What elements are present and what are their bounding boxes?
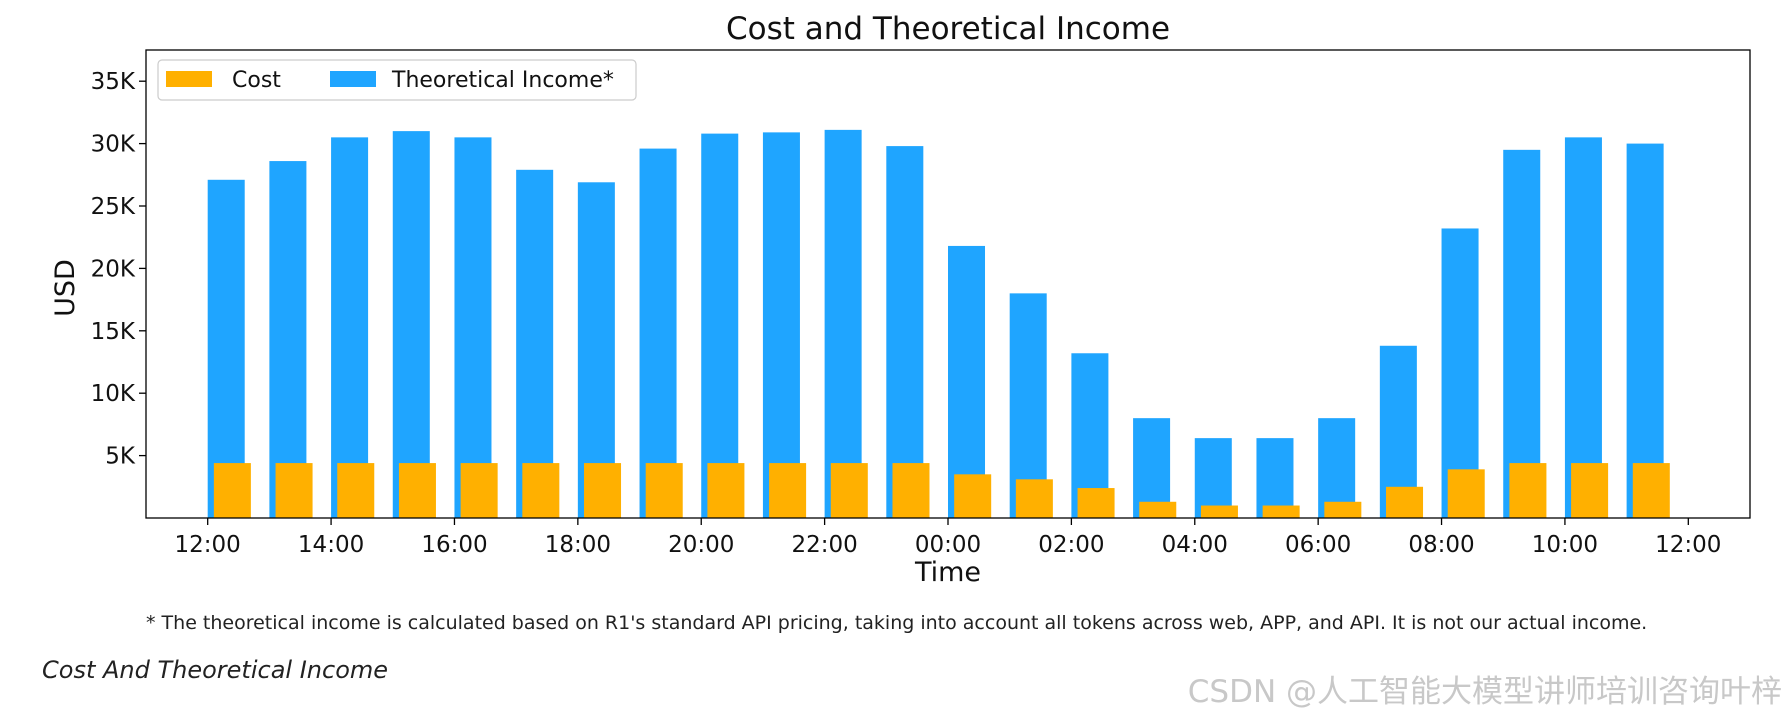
cost-bar	[1262, 505, 1300, 518]
cost-bar	[830, 463, 868, 518]
income-bar	[701, 133, 739, 518]
legend-frame	[157, 59, 637, 101]
cost-bar	[275, 463, 313, 518]
cost-bar	[1386, 486, 1424, 518]
income-bar	[516, 169, 554, 519]
x-tick-label: 18:00	[545, 532, 611, 558]
income-bar	[762, 132, 800, 519]
income-bar	[1626, 143, 1664, 518]
legend-swatch-cost	[166, 71, 212, 87]
cost-bar	[1139, 501, 1177, 518]
x-tick-label: 10:00	[1532, 532, 1598, 558]
income-bar	[269, 161, 307, 518]
cost-bar	[707, 463, 745, 518]
income-bar	[1503, 149, 1541, 518]
legend-swatch-income	[330, 71, 376, 87]
income-bar	[824, 129, 862, 518]
y-ticks-group: 5K 10K 15K 20K 25K 30K 35K	[91, 69, 146, 470]
y-tick-label: 15K	[91, 319, 136, 345]
legend: Cost Theoretical Income*	[157, 59, 637, 101]
cost-bar	[1447, 469, 1485, 518]
cost-bar	[522, 463, 560, 518]
income-bar	[1133, 418, 1171, 518]
y-tick-label: 30K	[91, 132, 136, 158]
cost-bar	[213, 463, 251, 518]
x-tick-label: 00:00	[915, 532, 981, 558]
figure-caption: Cost And Theoretical Income	[42, 656, 389, 684]
legend-label-cost: Cost	[232, 68, 281, 93]
x-tick-label: 06:00	[1285, 532, 1351, 558]
income-bar	[454, 137, 492, 519]
income-bar	[1256, 438, 1294, 518]
cost-bar	[1509, 463, 1547, 518]
plot-frame	[145, 49, 1751, 519]
income-bar	[331, 137, 369, 519]
y-tick-label: 5K	[105, 444, 136, 470]
income-bar	[1194, 438, 1232, 518]
y-tick-label: 20K	[91, 256, 136, 282]
x-tick-label: 12:00	[1655, 532, 1721, 558]
income-bar	[886, 146, 924, 518]
cost-bar	[1077, 488, 1115, 518]
income-bar	[639, 148, 677, 519]
y-tick-label: 35K	[91, 69, 136, 95]
cost-bar	[769, 463, 807, 518]
bars-group	[207, 129, 1670, 519]
income-bar	[1564, 137, 1602, 519]
x-tick-label: 08:00	[1408, 532, 1474, 558]
cost-bar	[645, 463, 683, 518]
x-tick-label: 16:00	[421, 532, 487, 558]
y-tick-label: 10K	[91, 381, 136, 407]
cost-bar	[954, 474, 992, 518]
cost-bar	[1015, 479, 1053, 518]
income-bar	[207, 179, 245, 519]
income-bar	[577, 182, 615, 518]
x-tick-label: 04:00	[1162, 532, 1228, 558]
x-tick-label: 20:00	[668, 532, 734, 558]
x-ticks-group: 12:00 14:00 16:00 18:00 20:00 22:00 00:00 02:00…	[175, 518, 1721, 558]
cost-bar	[398, 463, 436, 518]
cost-bar	[584, 463, 622, 518]
footnote: * The theoretical income is calculated b…	[146, 612, 1648, 634]
y-axis-label: USD	[50, 259, 81, 317]
x-tick-label: 14:00	[298, 532, 364, 558]
income-bar	[1318, 418, 1356, 518]
cost-bar	[1571, 463, 1609, 518]
x-tick-label: 12:00	[175, 532, 241, 558]
x-axis-label: Time	[914, 557, 981, 588]
cost-bar	[460, 463, 498, 518]
cost-bar	[1632, 463, 1670, 518]
chart-title: Cost and Theoretical Income	[726, 11, 1170, 47]
income-bar	[392, 131, 430, 518]
legend-label-income: Theoretical Income*	[391, 68, 614, 93]
y-tick-label: 25K	[91, 194, 136, 220]
cost-bar	[1200, 505, 1238, 518]
x-tick-label: 02:00	[1038, 532, 1104, 558]
cost-bar	[1324, 501, 1362, 518]
x-tick-label: 22:00	[791, 532, 857, 558]
chart: Cost and Theoretical Income USD Time 5K 1…	[50, 11, 1751, 588]
income-bar	[948, 245, 986, 518]
cost-bar	[892, 463, 930, 518]
watermark: CSDN @人工智能大模型讲师培训咨询叶梓	[1187, 674, 1782, 710]
cost-bar	[337, 463, 375, 518]
